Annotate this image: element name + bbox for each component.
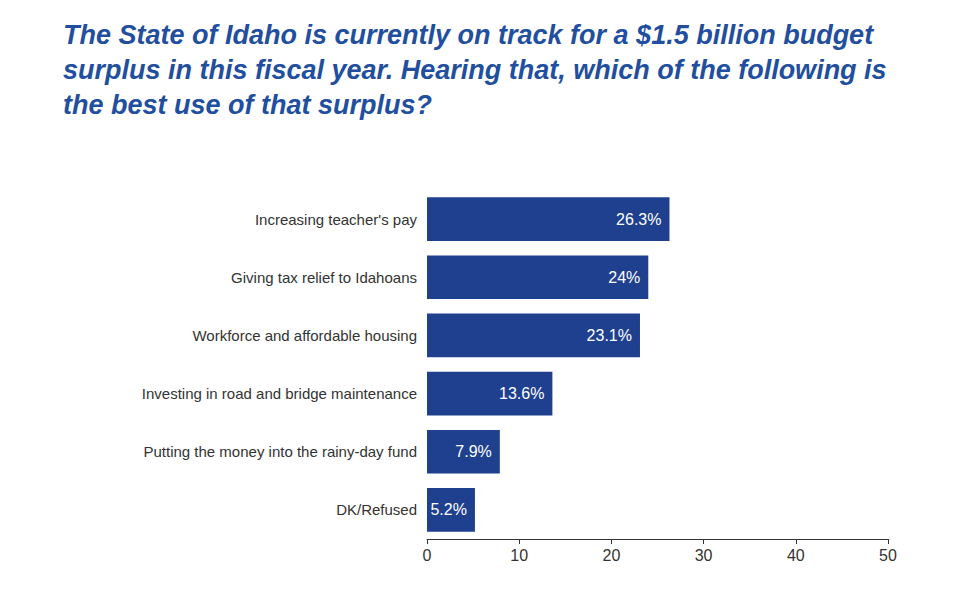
svg-text:20: 20 [603,547,621,564]
svg-text:the best use of that surplus?: the best use of that surplus? [63,90,432,120]
svg-text:Putting the money into the rai: Putting the money into the rainy-day fun… [143,443,417,460]
svg-text:Workforce and affordable housi: Workforce and affordable housing [192,327,417,344]
svg-text:Increasing teacher's pay: Increasing teacher's pay [255,211,418,228]
svg-text:The State of Idaho is currentl: The State of Idaho is currently on track… [63,20,881,50]
svg-text:24%: 24% [608,269,640,286]
svg-text:13.6%: 13.6% [499,385,544,402]
svg-text:surplus in this fiscal year. H: surplus in this fiscal year. Hearing tha… [63,55,894,85]
svg-text:7.9%: 7.9% [455,443,491,460]
svg-text:30: 30 [695,547,713,564]
svg-text:10: 10 [510,547,528,564]
svg-text:26.3%: 26.3% [616,211,661,228]
svg-text:Investing in road and bridge m: Investing in road and bridge maintenance [142,385,417,402]
svg-text:50: 50 [879,547,897,564]
svg-text:DK/Refused: DK/Refused [336,501,417,518]
svg-text:Giving tax relief to Idahoans: Giving tax relief to Idahoans [231,269,417,286]
svg-text:23.1%: 23.1% [587,327,632,344]
svg-text:0: 0 [423,547,432,564]
svg-text:5.2%: 5.2% [430,501,466,518]
svg-text:40: 40 [787,547,805,564]
